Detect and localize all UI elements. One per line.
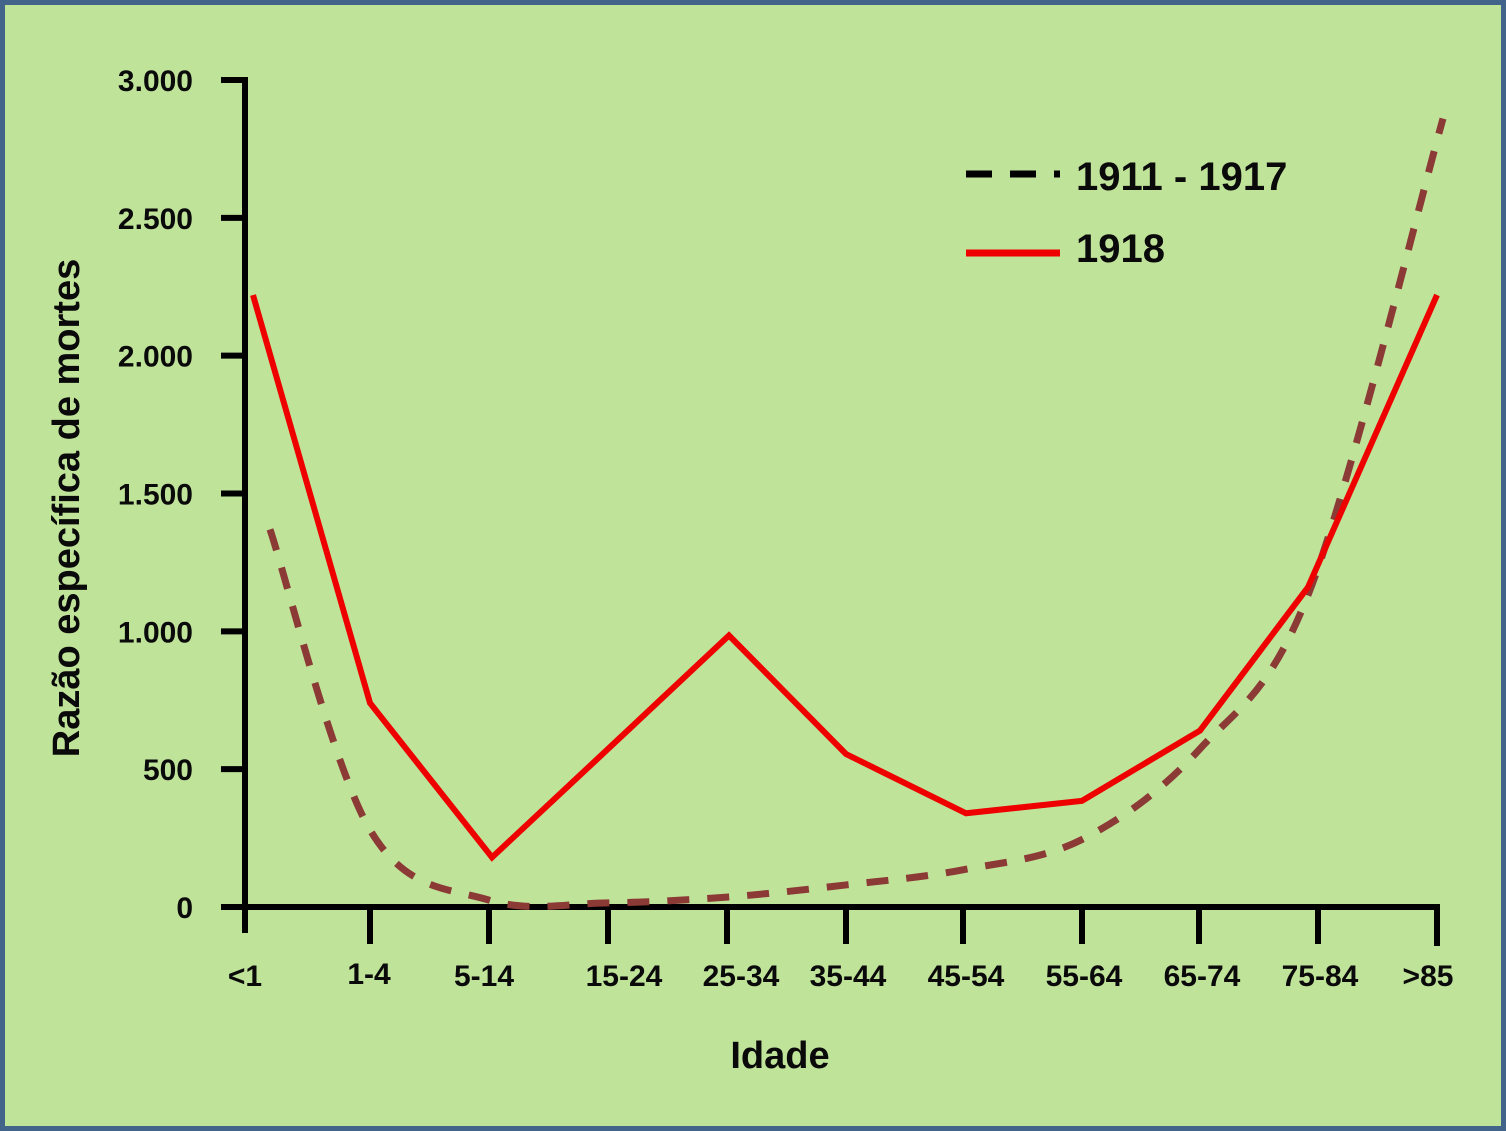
x-tick-label: <1 [228, 960, 262, 993]
y-tick-label: 1.000 [118, 616, 193, 649]
x-tick-label: >85 [1403, 960, 1454, 993]
y-tick-label: 0 [176, 892, 193, 925]
x-axis: <1 1-4 5-14 15-24 25-34 35-44 45-54 55-64 65-74 7… [221, 904, 1454, 993]
x-tick-label: 25-34 [703, 960, 780, 993]
legend: 1911 - 1917 1918 [966, 155, 1287, 271]
x-tick-label: 35-44 [810, 960, 887, 993]
y-tick-label: 500 [143, 754, 193, 787]
x-axis-title: Idade [730, 1035, 829, 1077]
x-tick-label: 75-84 [1282, 960, 1359, 993]
legend-label-1918: 1918 [1076, 227, 1165, 271]
x-tick-label: 45-54 [928, 960, 1005, 993]
series-lines [250, 117, 1447, 910]
x-tick-label: 65-74 [1164, 960, 1241, 993]
y-axis-title: Razão específica de mortes [46, 259, 88, 757]
y-tick-label: 3.000 [118, 65, 193, 98]
y-tick-label: 2.000 [118, 341, 193, 374]
x-tick-label: 55-64 [1046, 960, 1123, 993]
x-tick-label: 5-14 [454, 960, 514, 993]
series-1918-line [250, 293, 1440, 862]
y-axis: 0 500 1.000 1.500 2.000 2.500 3.000 [118, 65, 248, 930]
x-tick-label: 1-4 [347, 958, 391, 991]
y-tick-label: 2.500 [118, 203, 193, 236]
x-tick-label: 15-24 [586, 960, 663, 993]
y-tick-label: 1.500 [118, 479, 193, 512]
legend-label-1911-1917: 1911 - 1917 [1076, 155, 1287, 199]
series-1911-1917-line [266, 117, 1447, 910]
